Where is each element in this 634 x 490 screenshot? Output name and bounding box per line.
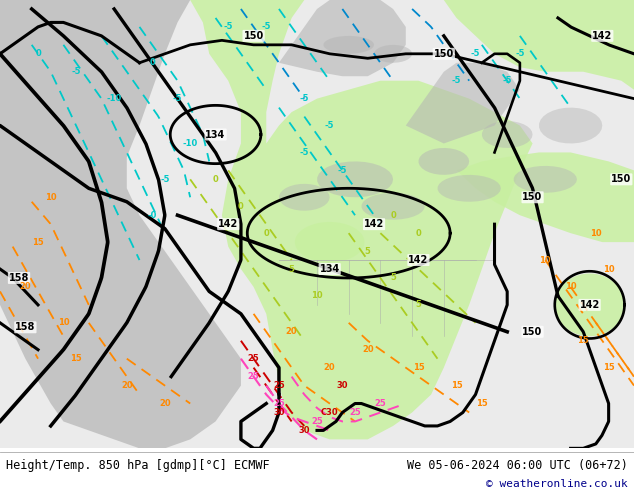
Text: -5: -5 [452, 76, 461, 85]
Text: 134: 134 [320, 264, 340, 274]
Text: 15: 15 [603, 363, 614, 372]
Text: -5: -5 [262, 23, 271, 31]
Text: 10: 10 [603, 265, 614, 273]
Text: C30: C30 [321, 408, 339, 417]
Polygon shape [374, 45, 412, 63]
Text: 150: 150 [522, 327, 543, 337]
Polygon shape [317, 161, 393, 197]
Text: 30: 30 [337, 381, 348, 390]
Text: 20: 20 [121, 381, 133, 390]
Text: 10: 10 [590, 229, 602, 238]
Text: 158: 158 [9, 273, 29, 283]
Text: 134: 134 [205, 129, 226, 140]
Text: 0: 0 [415, 229, 422, 238]
Text: 20: 20 [159, 399, 171, 408]
Text: 10: 10 [540, 256, 551, 265]
Text: 0: 0 [35, 49, 41, 58]
Text: We 05-06-2024 06:00 UTC (06+72): We 05-06-2024 06:00 UTC (06+72) [407, 459, 628, 471]
Text: -5: -5 [160, 175, 169, 184]
Text: 25: 25 [273, 399, 285, 408]
Polygon shape [539, 108, 602, 144]
Text: 20: 20 [20, 282, 31, 292]
Polygon shape [456, 152, 634, 242]
Text: 150: 150 [522, 192, 543, 202]
Text: 142: 142 [592, 31, 612, 41]
Text: 142: 142 [364, 219, 384, 229]
Text: 0: 0 [149, 58, 155, 67]
Text: 0: 0 [390, 211, 396, 220]
Text: 10: 10 [45, 193, 56, 202]
Text: 25: 25 [248, 372, 259, 381]
Text: -5: -5 [515, 49, 524, 58]
Polygon shape [418, 148, 469, 175]
Text: -0: -0 [148, 211, 157, 220]
Text: 15: 15 [476, 399, 488, 408]
Polygon shape [295, 222, 365, 262]
Text: 150: 150 [611, 174, 631, 184]
Text: 20: 20 [286, 327, 297, 336]
Text: 142: 142 [408, 255, 429, 265]
Text: 5: 5 [365, 246, 371, 256]
Text: 15: 15 [413, 363, 424, 372]
Polygon shape [555, 273, 624, 336]
Polygon shape [279, 184, 330, 211]
Text: 25: 25 [375, 399, 386, 408]
Polygon shape [0, 0, 241, 448]
Text: 10: 10 [58, 318, 69, 327]
Text: 15: 15 [70, 354, 82, 363]
Text: -5: -5 [325, 121, 334, 130]
Text: 10: 10 [565, 282, 576, 292]
Text: -5: -5 [300, 94, 309, 103]
Text: -5: -5 [338, 166, 347, 175]
Text: 142: 142 [218, 219, 238, 229]
Polygon shape [406, 63, 520, 144]
Text: 15: 15 [451, 381, 462, 390]
Polygon shape [482, 121, 533, 148]
Text: -10: -10 [183, 139, 198, 148]
Text: 158: 158 [15, 322, 36, 332]
Text: 25: 25 [349, 408, 361, 417]
Text: 5: 5 [390, 273, 396, 282]
Text: 5: 5 [288, 265, 295, 273]
Polygon shape [437, 175, 501, 202]
Text: 15: 15 [578, 336, 589, 345]
Text: -5: -5 [224, 23, 233, 31]
Text: 0: 0 [212, 175, 219, 184]
Text: 30: 30 [273, 408, 285, 417]
Text: © weatheronline.co.uk: © weatheronline.co.uk [486, 479, 628, 489]
Text: Height/Temp. 850 hPa [gdmp][°C] ECMWF: Height/Temp. 850 hPa [gdmp][°C] ECMWF [6, 459, 270, 471]
Text: 30: 30 [299, 426, 310, 435]
Polygon shape [279, 0, 406, 76]
Polygon shape [444, 0, 634, 90]
Text: -5: -5 [173, 94, 182, 103]
Polygon shape [361, 193, 425, 220]
Polygon shape [323, 36, 374, 54]
Text: 5: 5 [415, 300, 422, 309]
Text: 20: 20 [324, 363, 335, 372]
Text: -5: -5 [503, 76, 512, 85]
Text: 25: 25 [273, 381, 285, 390]
Text: -5: -5 [471, 49, 480, 58]
Text: 0: 0 [238, 202, 244, 211]
Polygon shape [190, 0, 533, 440]
Text: -5: -5 [300, 148, 309, 157]
Text: 10: 10 [311, 292, 323, 300]
Text: 150: 150 [243, 31, 264, 41]
Text: -5: -5 [72, 67, 81, 76]
Text: 20: 20 [362, 345, 373, 354]
Text: -10: -10 [107, 94, 122, 103]
Text: 150: 150 [434, 49, 454, 59]
Polygon shape [514, 166, 577, 193]
Text: 25: 25 [311, 417, 323, 426]
Text: 0: 0 [263, 229, 269, 238]
Text: 25: 25 [248, 354, 259, 363]
Text: 15: 15 [32, 238, 44, 246]
Text: 142: 142 [579, 300, 600, 310]
